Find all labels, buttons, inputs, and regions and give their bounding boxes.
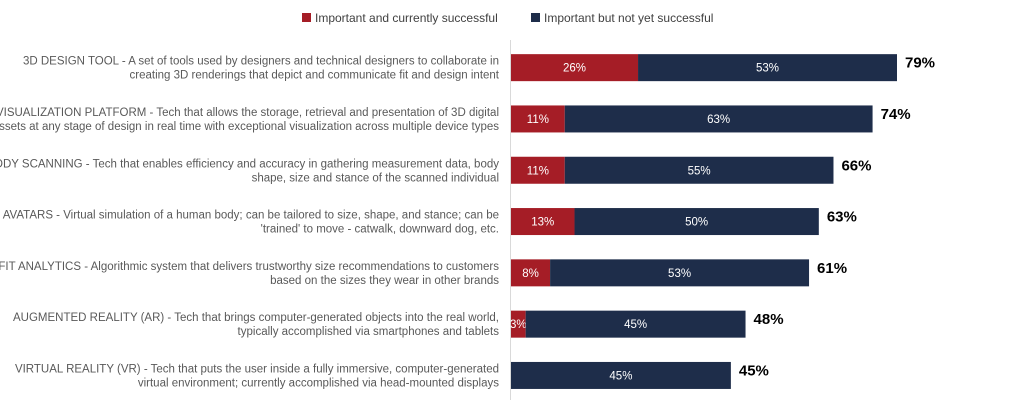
data-label: 45% [624,319,647,331]
data-label: 26% [563,63,586,75]
bar-segment-not-yet-successful [550,259,810,287]
legend-swatch-not-yet-successful [531,13,540,22]
total-label: 45% [739,362,769,379]
bar-segment-currently-successful [511,310,526,338]
category-label: BODY SCANNING - Tech that enables effici… [0,158,499,184]
data-label: 53% [756,63,779,75]
data-label: 50% [685,217,708,229]
legend-swatch-currently-successful [302,13,311,22]
total-label: 66% [841,157,871,174]
legend: Important and currently successful Impor… [302,11,713,25]
category-label: VISUALIZATION PLATFORM - Tech that allow… [0,107,499,133]
data-label: 55% [688,165,711,177]
bar-segment-not-yet-successful [525,310,746,338]
bar-segment-not-yet-successful [511,361,731,389]
bar-segment-currently-successful [511,208,575,236]
data-label: 45% [609,370,632,382]
data-label: 53% [668,268,691,280]
category-label: AVATARS - Virtual simulation of a human … [3,210,499,236]
legend-label-not-yet-successful: Important but not yet successful [544,11,713,25]
data-label: 8% [522,268,539,280]
total-label: 79% [905,55,935,72]
total-label: 63% [827,209,857,226]
data-label: 3% [510,319,527,331]
bar-segment-not-yet-successful [638,54,897,82]
category-label: VIRTUAL REALITY (VR) - Tech that puts th… [15,363,499,389]
total-label: 48% [754,311,784,328]
data-label: 13% [531,217,554,229]
category-label: FIT ANALYTICS - Algorithmic system that … [0,261,499,287]
data-label: 11% [527,165,549,177]
total-label: 61% [817,260,847,277]
data-label: 11% [527,114,549,126]
bar-segment-currently-successful [511,156,565,184]
total-label: 74% [881,106,911,123]
bar-segment-currently-successful [511,105,565,133]
category-label: 3D DESIGN TOOL - A set of tools used by … [23,56,500,82]
chart-marks: 3D DESIGN TOOL - A set of tools used by … [0,54,935,389]
data-label: 63% [707,114,730,126]
category-label: AUGMENTED REALITY (AR) - Tech that bring… [13,312,499,338]
bar-segment-currently-successful [511,259,551,287]
bar-segment-currently-successful [511,54,639,82]
bar-segment-not-yet-successful [574,208,819,236]
bar-segment-not-yet-successful [564,156,834,184]
legend-label-currently-successful: Important and currently successful [315,11,498,25]
bar-segment-not-yet-successful [564,105,873,133]
